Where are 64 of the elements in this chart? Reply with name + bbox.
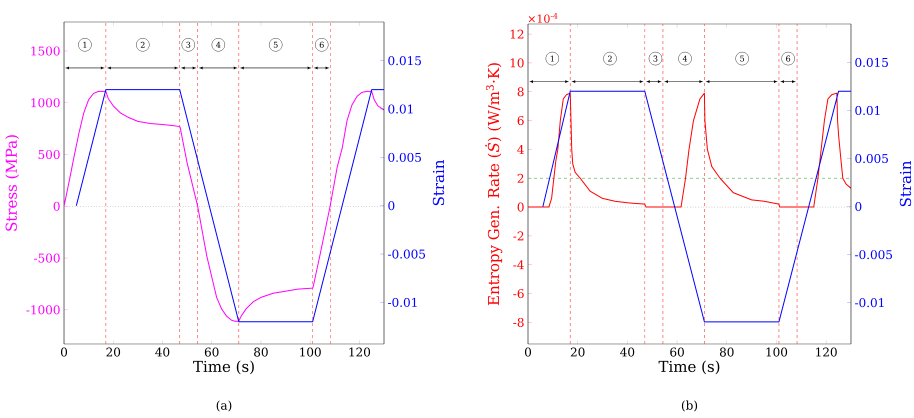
y2-tick-label: 0: [855, 202, 862, 212]
annotation: 1: [550, 56, 554, 62]
y-tick-label: 4: [517, 144, 524, 154]
y-tick-label: 1500: [31, 46, 60, 56]
y2-tick-label: 0.01: [855, 106, 880, 116]
x-tick-label: 60: [670, 348, 684, 357]
y-tick-label: -500: [34, 254, 60, 263]
y-tick-label: -8: [513, 318, 524, 327]
x-tick-label: 120: [349, 348, 370, 357]
annotation: 2: [140, 42, 145, 48]
y2-tick-label: 0.005: [855, 154, 888, 164]
annotation: 5: [740, 56, 744, 62]
annotation: 3: [186, 42, 190, 48]
y-axis-title: Stress (MPa): [5, 135, 20, 231]
y-tick-label: -4: [513, 260, 524, 270]
x-tick-label: 0: [60, 348, 68, 357]
annotation: 4: [682, 56, 688, 62]
y-tick-label: 12: [510, 30, 524, 39]
y-tick-label: 10: [510, 58, 524, 68]
y2-tick-label: -0.005: [855, 250, 892, 260]
annotation: 1: [83, 42, 86, 48]
text: (b): [682, 400, 698, 412]
x-tick-label: 0: [524, 348, 532, 357]
x-tick-label: 100: [300, 348, 321, 357]
y-tick-label: 6: [518, 116, 524, 126]
y2-tick-label: -0.01: [855, 298, 884, 308]
y2-axis-title: Strain: [432, 160, 444, 206]
y2-tick-label: 0.005: [388, 152, 421, 162]
x-axis-title: Time (s): [193, 360, 254, 374]
annotation: 6: [320, 42, 324, 48]
annotation: 2: [608, 56, 612, 62]
y-tick-label: 0: [518, 202, 524, 212]
x-tick-label: 40: [155, 348, 170, 357]
x-tick-label: 100: [766, 348, 788, 357]
x-tick-label: 40: [620, 348, 634, 357]
y-tick-label: -2: [513, 231, 524, 240]
y-tick-label: -1000: [26, 305, 60, 314]
y-tick-label: 2: [518, 174, 524, 183]
y-tick-label: 500: [38, 150, 60, 160]
y2-tick-label: 0.01: [388, 104, 413, 114]
x-tick-label: 80: [254, 348, 268, 357]
y-tick-label: -6: [513, 289, 524, 298]
y2-tick-label: 0.015: [855, 58, 888, 67]
x-tick-label: 60: [204, 348, 219, 357]
x-tick-label: 120: [816, 348, 837, 357]
text: ×10$^{-4}$: [528, 12, 558, 23]
y-tick-label: 0: [54, 202, 60, 211]
y2-tick-label: -0.01: [388, 298, 417, 307]
y2-axis-title: Strain: [900, 160, 912, 206]
y2-tick-label: 0.015: [388, 56, 421, 66]
annotation: 4: [216, 42, 220, 48]
y-tick-label: 1000: [31, 98, 60, 108]
y2-tick-label: -0.005: [388, 250, 426, 259]
y-tick-label: 8: [518, 87, 524, 96]
text: (a): [216, 400, 232, 412]
x-tick-label: 20: [106, 348, 120, 357]
y2-tick-label: 0: [388, 201, 394, 210]
annotation: 3: [654, 56, 658, 62]
annotation: 6: [786, 56, 790, 62]
x-tick-label: 80: [720, 348, 734, 357]
y-axis-title: Entropy Gen. Rate (Ṡ) (W/m$^{3}$·K): [485, 63, 502, 306]
x-tick-label: 20: [570, 348, 585, 357]
annotation: 5: [274, 42, 278, 48]
x-axis-title: Time (s): [658, 360, 720, 374]
